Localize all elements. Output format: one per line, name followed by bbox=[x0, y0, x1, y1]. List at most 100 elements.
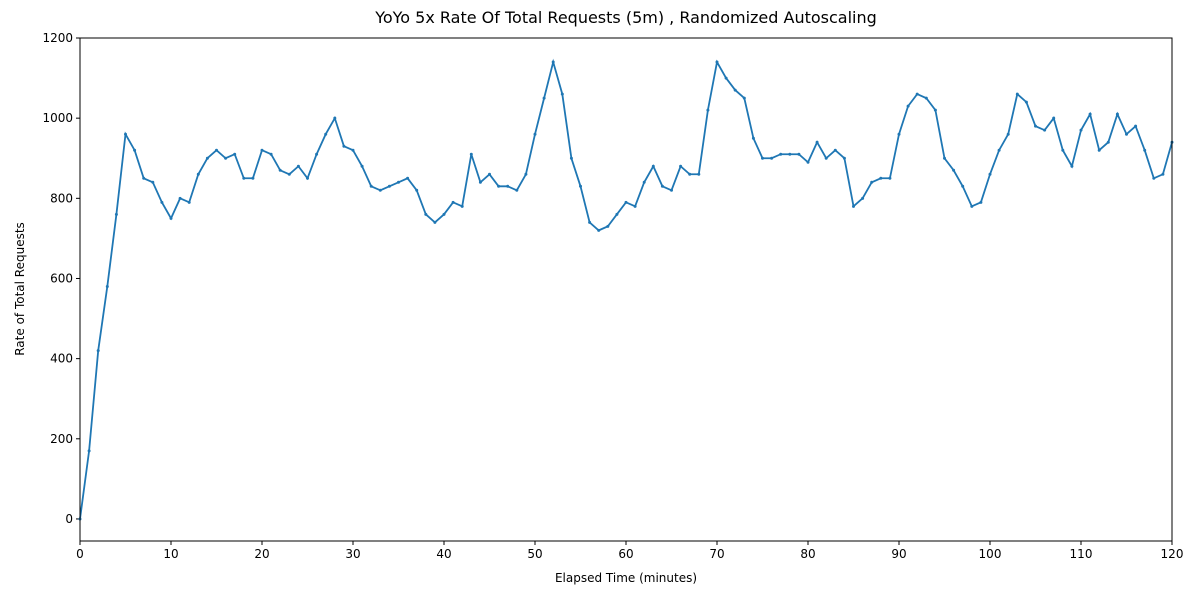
data-point bbox=[615, 212, 619, 216]
data-point bbox=[779, 152, 783, 156]
data-point bbox=[215, 148, 218, 152]
data-point bbox=[997, 148, 1001, 152]
data-point bbox=[897, 132, 901, 136]
data-point bbox=[533, 132, 537, 136]
data-point bbox=[979, 200, 983, 204]
data-point bbox=[1061, 148, 1065, 152]
x-tick-label: 100 bbox=[979, 547, 1002, 561]
data-point bbox=[242, 176, 246, 180]
data-point bbox=[406, 176, 410, 180]
data-point bbox=[924, 96, 928, 100]
data-point bbox=[460, 204, 464, 208]
data-point bbox=[187, 200, 191, 204]
data-point bbox=[296, 164, 300, 168]
data-point bbox=[278, 168, 282, 172]
data-point bbox=[815, 140, 819, 144]
data-point bbox=[751, 136, 755, 140]
data-point bbox=[87, 449, 91, 453]
data-point bbox=[1070, 164, 1074, 168]
data-point bbox=[1015, 92, 1019, 96]
x-tick-label: 40 bbox=[436, 547, 451, 561]
data-point bbox=[579, 184, 582, 188]
data-point bbox=[269, 152, 273, 156]
data-point bbox=[497, 184, 501, 188]
data-point bbox=[342, 144, 346, 148]
y-tick-label: 1200 bbox=[42, 31, 73, 45]
data-point bbox=[651, 164, 655, 168]
data-point bbox=[742, 96, 746, 100]
data-point bbox=[488, 172, 491, 176]
data-point bbox=[1043, 128, 1047, 132]
data-point bbox=[387, 184, 391, 188]
data-point bbox=[142, 176, 146, 180]
data-point bbox=[506, 184, 510, 188]
data-point bbox=[933, 108, 937, 112]
data-point bbox=[442, 212, 446, 216]
data-point bbox=[124, 132, 127, 136]
data-point bbox=[906, 104, 910, 108]
data-point bbox=[970, 204, 974, 208]
data-point bbox=[1088, 112, 1092, 116]
y-tick-label: 0 bbox=[65, 512, 73, 526]
y-tick-label: 1000 bbox=[42, 111, 73, 125]
x-tick-label: 50 bbox=[527, 547, 542, 561]
data-point bbox=[724, 76, 728, 80]
data-point bbox=[688, 172, 692, 176]
data-point bbox=[952, 168, 956, 172]
y-tick-label: 800 bbox=[50, 191, 73, 205]
data-point bbox=[114, 212, 118, 216]
data-point bbox=[160, 200, 164, 204]
x-tick-label: 60 bbox=[618, 547, 633, 561]
data-point bbox=[697, 172, 701, 176]
data-point bbox=[178, 196, 182, 200]
data-point bbox=[642, 180, 646, 184]
data-point bbox=[1024, 100, 1028, 104]
data-point bbox=[424, 212, 428, 216]
data-point bbox=[451, 200, 455, 204]
data-point bbox=[415, 188, 419, 192]
data-point bbox=[169, 216, 173, 220]
x-axis-label: Elapsed Time (minutes) bbox=[555, 571, 697, 585]
data-point bbox=[943, 156, 946, 160]
y-tick-label: 600 bbox=[50, 271, 73, 285]
data-point bbox=[151, 180, 155, 184]
data-point bbox=[515, 188, 519, 192]
data-point bbox=[597, 228, 601, 232]
data-point bbox=[879, 176, 883, 180]
data-point bbox=[660, 184, 664, 188]
data-point bbox=[524, 172, 528, 176]
data-point bbox=[833, 148, 837, 152]
data-point bbox=[961, 184, 965, 188]
data-point bbox=[606, 224, 610, 228]
x-tick-label: 90 bbox=[891, 547, 906, 561]
y-tick-label: 400 bbox=[50, 352, 73, 366]
data-point bbox=[224, 156, 228, 160]
data-point bbox=[542, 96, 546, 100]
data-point bbox=[1143, 148, 1147, 152]
data-point bbox=[196, 172, 200, 176]
data-point bbox=[1079, 128, 1083, 132]
data-point bbox=[96, 349, 100, 353]
data-point bbox=[324, 132, 328, 136]
data-point bbox=[888, 176, 892, 180]
data-point bbox=[1115, 112, 1119, 116]
data-point bbox=[551, 60, 555, 64]
data-point bbox=[1125, 132, 1128, 136]
data-point bbox=[105, 284, 109, 288]
x-tick-label: 80 bbox=[800, 547, 815, 561]
plot-frame bbox=[79, 37, 1173, 542]
y-tick-label: 200 bbox=[50, 432, 73, 446]
x-tick-label: 120 bbox=[1161, 547, 1184, 561]
data-point bbox=[360, 164, 364, 168]
x-tick-label: 10 bbox=[163, 547, 178, 561]
data-point bbox=[260, 148, 264, 152]
x-tick-label: 110 bbox=[1070, 547, 1093, 561]
data-point bbox=[569, 156, 573, 160]
data-point bbox=[842, 156, 846, 160]
data-point bbox=[233, 152, 237, 156]
x-tick-label: 70 bbox=[709, 547, 724, 561]
data-point bbox=[1097, 148, 1101, 152]
data-point bbox=[588, 220, 592, 224]
data-point bbox=[633, 204, 637, 208]
